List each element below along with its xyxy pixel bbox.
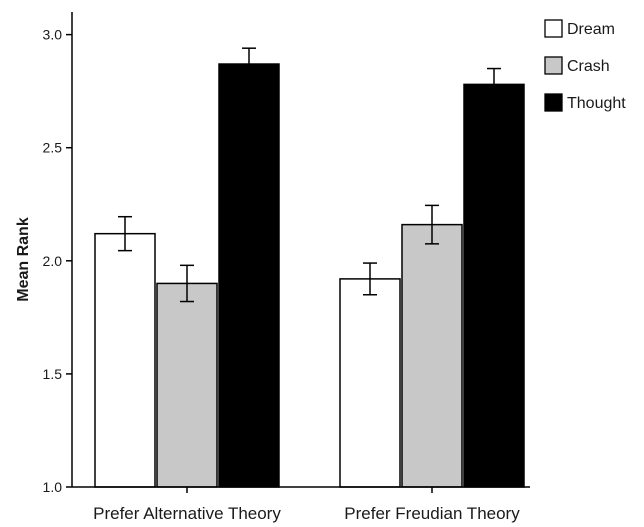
x-category-label: Prefer Freudian Theory (344, 504, 520, 523)
error-bar-crash-freudian (425, 204, 439, 245)
y-tick-label: 1.5 (43, 366, 63, 382)
bar-thought-alternative (218, 63, 280, 488)
legend-label-crash: Crash (567, 58, 610, 75)
y-tick-label: 2.0 (43, 253, 63, 269)
y-tick-label: 1.0 (43, 479, 63, 495)
error-bar-thought-alternative (242, 47, 256, 81)
x-category-labels: Prefer Alternative Theory Prefer Freudian… (93, 487, 520, 523)
legend: Dream Crash Thought (544, 19, 626, 112)
error-bar-crash-alternative (180, 264, 194, 303)
bar-crash-freudian (401, 223, 463, 488)
bars-layer (94, 63, 525, 488)
x-category-label: Prefer Alternative Theory (93, 504, 281, 523)
error-bar-dream-alternative (118, 215, 132, 252)
legend-label-thought: Thought (567, 95, 626, 112)
error-bar-thought-freudian (487, 67, 501, 101)
legend-swatch-thought (544, 93, 563, 112)
error-bars-layer (118, 47, 501, 303)
y-axis-title: Mean Rank (15, 217, 32, 302)
bar-thought-freudian (463, 83, 525, 488)
bar-crash-alternative (156, 282, 218, 488)
error-bar-dream-freudian (363, 262, 377, 296)
bar-dream-freudian (339, 278, 401, 488)
y-ticks: 1.0 1.5 2.0 2.5 3.0 (43, 27, 72, 495)
legend-swatch-dream (544, 19, 563, 38)
y-tick-label: 3.0 (43, 27, 63, 43)
axes-layer (71, 12, 530, 488)
legend-swatch-crash (544, 56, 563, 75)
y-tick-label: 2.5 (43, 140, 63, 156)
legend-label-dream: Dream (567, 21, 615, 38)
bar-dream-alternative (94, 232, 156, 488)
